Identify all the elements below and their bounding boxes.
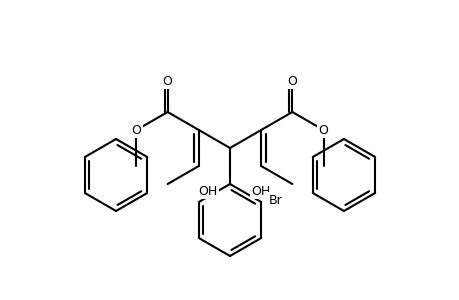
Text: O: O (287, 75, 297, 88)
Text: OH: OH (251, 185, 270, 198)
Text: O: O (162, 75, 172, 88)
Text: Br: Br (268, 194, 281, 206)
Text: O: O (131, 124, 141, 136)
Text: O: O (318, 124, 328, 136)
Text: OH: OH (198, 185, 217, 198)
